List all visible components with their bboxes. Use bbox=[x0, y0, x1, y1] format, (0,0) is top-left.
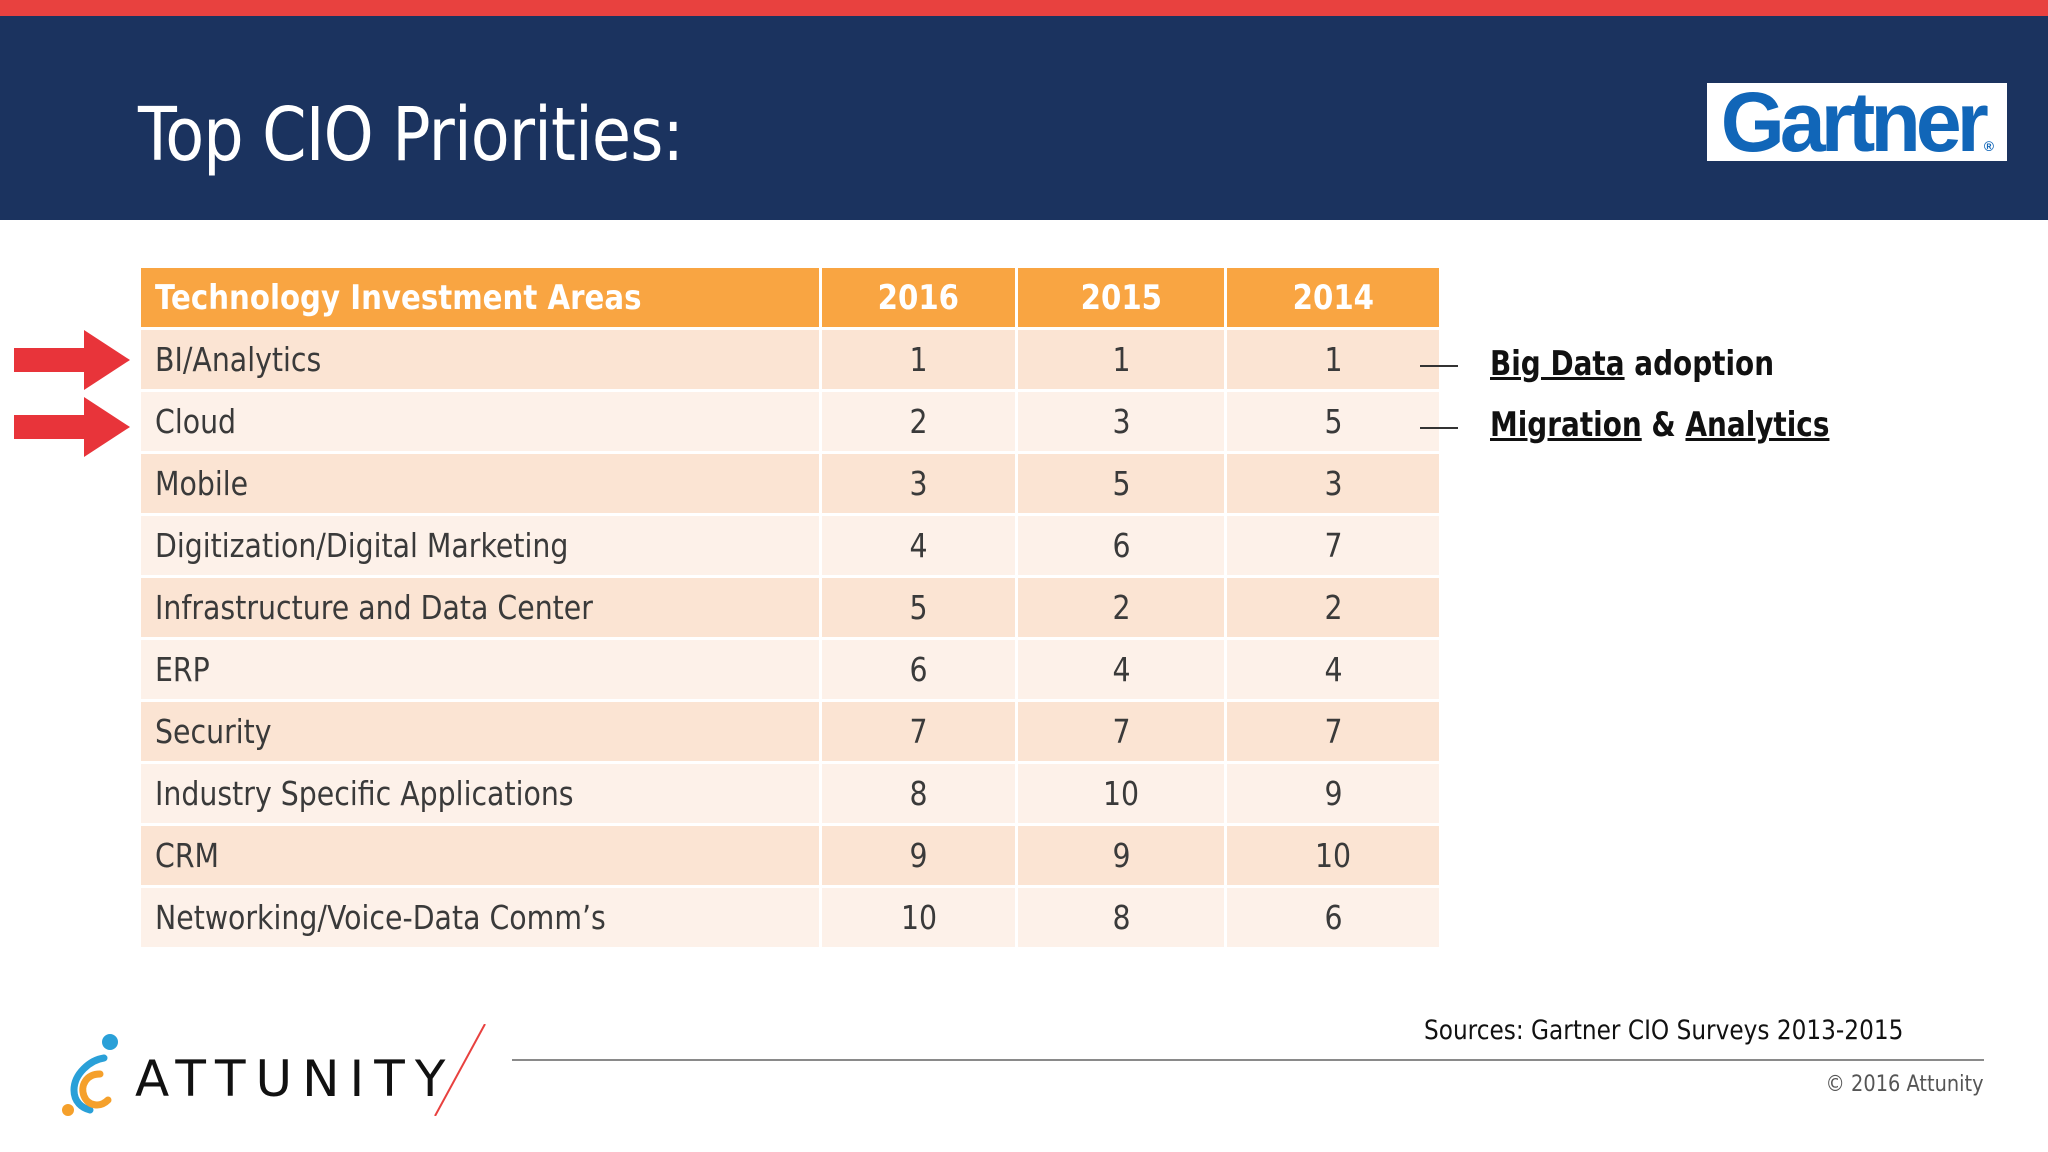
top-accent-stripe bbox=[0, 0, 2048, 16]
cell-area: Mobile bbox=[141, 454, 819, 513]
cell-2015: 8 bbox=[1018, 888, 1224, 947]
cell-2015: 1 bbox=[1018, 330, 1224, 389]
cell-2014: 7 bbox=[1227, 702, 1439, 761]
table-row: Industry Specific Applications 8 10 9 bbox=[141, 764, 1439, 823]
cell-area: Networking/Voice-Data Comm’s bbox=[141, 888, 819, 947]
cell-area: Infrastructure and Data Center bbox=[141, 578, 819, 637]
footer-rule bbox=[512, 1059, 1984, 1061]
cell-2015: 5 bbox=[1018, 454, 1224, 513]
annotation-big-data: Big Data adoption bbox=[1490, 344, 1775, 384]
table-row: CRM 9 9 10 bbox=[141, 826, 1439, 885]
cell-area: ERP bbox=[141, 640, 819, 699]
copyright: © 2016 Attunity bbox=[1825, 1072, 1984, 1097]
cell-2015: 9 bbox=[1018, 826, 1224, 885]
cell-area: Cloud bbox=[141, 392, 819, 451]
table-row: BI/Analytics 1 1 1 bbox=[141, 330, 1439, 389]
cell-2016: 5 bbox=[822, 578, 1015, 637]
table-row: Mobile 3 5 3 bbox=[141, 454, 1439, 513]
cell-2016: 7 bbox=[822, 702, 1015, 761]
arrow-right-icon bbox=[14, 330, 130, 390]
cell-2016: 1 bbox=[822, 330, 1015, 389]
cell-area: Industry Specific Applications bbox=[141, 764, 819, 823]
attunity-logo-text: ATTUNITY bbox=[135, 1050, 456, 1108]
table-row: Infrastructure and Data Center 5 2 2 bbox=[141, 578, 1439, 637]
cell-2015: 3 bbox=[1018, 392, 1224, 451]
cell-2014: 3 bbox=[1227, 454, 1439, 513]
cell-area: BI/Analytics bbox=[141, 330, 819, 389]
cell-2016: 6 bbox=[822, 640, 1015, 699]
gartner-logo: Gartner® bbox=[1707, 75, 2007, 169]
cell-2014: 5 bbox=[1227, 392, 1439, 451]
cell-2016: 10 bbox=[822, 888, 1015, 947]
cell-2015: 4 bbox=[1018, 640, 1224, 699]
slide-title: Top CIO Priorities: bbox=[138, 92, 684, 178]
sources-note: Sources: Gartner CIO Surveys 2013-2015 bbox=[1424, 1015, 1904, 1046]
cell-2014: 9 bbox=[1227, 764, 1439, 823]
priorities-table: Technology Investment Areas 2016 2015 20… bbox=[138, 265, 1442, 950]
cell-2014: 1 bbox=[1227, 330, 1439, 389]
cell-2016: 9 bbox=[822, 826, 1015, 885]
table-row: Security 7 7 7 bbox=[141, 702, 1439, 761]
table-row: Digitization/Digital Marketing 4 6 7 bbox=[141, 516, 1439, 575]
cell-2015: 2 bbox=[1018, 578, 1224, 637]
cell-2016: 2 bbox=[822, 392, 1015, 451]
table-header-row: Technology Investment Areas 2016 2015 20… bbox=[141, 268, 1439, 327]
arrow-right-icon bbox=[14, 397, 130, 457]
cell-area: Digitization/Digital Marketing bbox=[141, 516, 819, 575]
attunity-logo-icon bbox=[62, 1034, 118, 1116]
header-cell-2015: 2015 bbox=[1018, 268, 1224, 327]
annotation-migration: Migration & Analytics bbox=[1490, 405, 1830, 445]
cell-2014: 6 bbox=[1227, 888, 1439, 947]
cell-2015: 10 bbox=[1018, 764, 1224, 823]
annotation-dash bbox=[1420, 365, 1458, 367]
gartner-logo-text: Gartner® bbox=[1720, 75, 1994, 169]
cell-2016: 3 bbox=[822, 454, 1015, 513]
cell-area: CRM bbox=[141, 826, 819, 885]
table-row: ERP 6 4 4 bbox=[141, 640, 1439, 699]
cell-2014: 4 bbox=[1227, 640, 1439, 699]
cell-2014: 2 bbox=[1227, 578, 1439, 637]
header-cell-2014: 2014 bbox=[1227, 268, 1439, 327]
cell-2014: 10 bbox=[1227, 826, 1439, 885]
annotation-dash bbox=[1420, 427, 1458, 429]
cell-2015: 7 bbox=[1018, 702, 1224, 761]
table-row: Networking/Voice-Data Comm’s 10 8 6 bbox=[141, 888, 1439, 947]
cell-2016: 4 bbox=[822, 516, 1015, 575]
table-row: Cloud 2 3 5 bbox=[141, 392, 1439, 451]
header-band bbox=[0, 16, 2048, 220]
cell-area: Security bbox=[141, 702, 819, 761]
header-cell-2016: 2016 bbox=[822, 268, 1015, 327]
header-cell-area: Technology Investment Areas bbox=[141, 268, 819, 327]
logo-divider-slash bbox=[434, 1024, 486, 1116]
cell-2014: 7 bbox=[1227, 516, 1439, 575]
cell-2015: 6 bbox=[1018, 516, 1224, 575]
cell-2016: 8 bbox=[822, 764, 1015, 823]
